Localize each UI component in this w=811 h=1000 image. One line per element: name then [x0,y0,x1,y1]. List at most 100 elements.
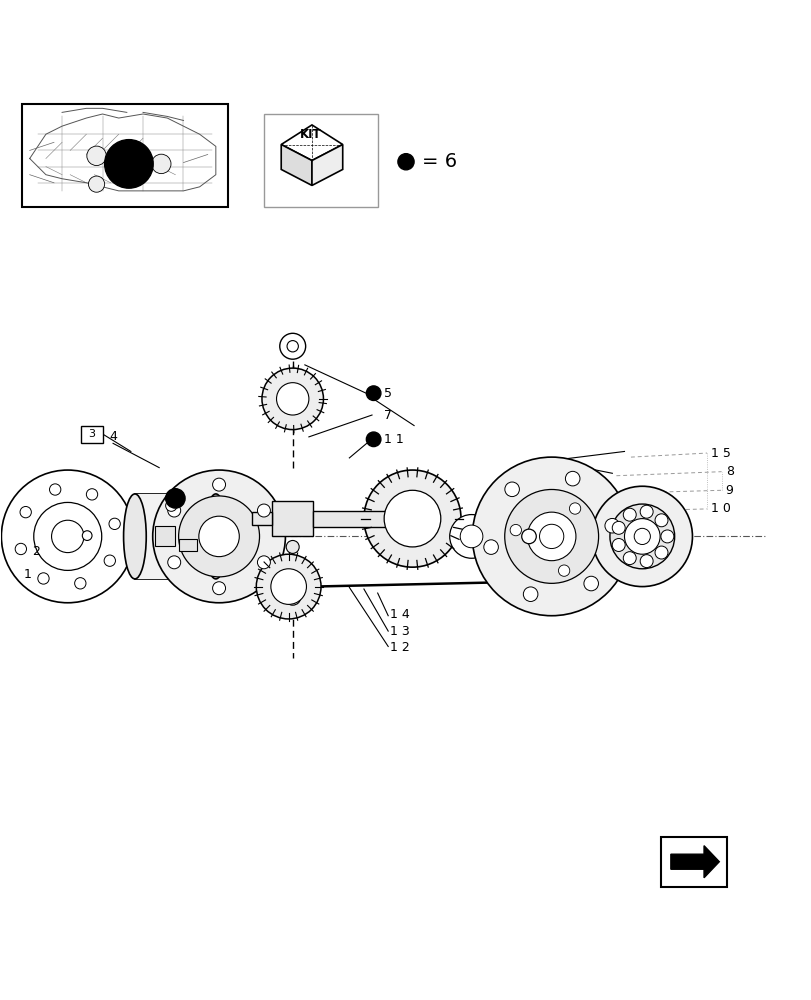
Circle shape [286,540,298,553]
Circle shape [34,502,101,570]
Circle shape [366,432,380,447]
Circle shape [87,146,106,166]
Circle shape [262,368,323,430]
Circle shape [152,470,285,603]
Circle shape [460,525,483,548]
Circle shape [51,520,84,553]
Text: 4: 4 [109,430,117,443]
Text: KIT: KIT [300,128,322,141]
Circle shape [609,504,674,569]
Circle shape [366,386,380,400]
Circle shape [20,506,32,518]
Circle shape [624,519,659,554]
Circle shape [504,489,598,583]
Text: 9: 9 [725,484,732,497]
Circle shape [86,489,97,500]
Circle shape [654,514,667,527]
Polygon shape [311,145,342,185]
Circle shape [623,508,636,521]
Circle shape [152,154,171,174]
Circle shape [523,587,537,601]
Bar [285,561,299,597]
Circle shape [509,524,521,536]
Circle shape [178,496,260,577]
Circle shape [285,589,300,605]
Circle shape [75,578,86,589]
Bar [179,539,197,551]
Circle shape [472,457,630,616]
Circle shape [257,556,270,569]
Circle shape [168,556,181,569]
Text: 1 1: 1 1 [384,433,403,446]
Bar [264,114,377,207]
Polygon shape [281,145,311,185]
Circle shape [660,530,673,543]
Bar [252,512,272,525]
Circle shape [199,516,239,557]
Text: 1 2: 1 2 [389,641,409,654]
Bar [135,494,216,579]
Circle shape [168,504,181,517]
Circle shape [256,554,320,619]
Ellipse shape [204,494,227,579]
Circle shape [212,478,225,491]
Text: 5: 5 [384,387,392,400]
Circle shape [558,565,569,576]
Circle shape [363,470,461,567]
Circle shape [105,140,153,188]
Circle shape [569,503,580,514]
Circle shape [583,576,598,591]
Circle shape [611,539,624,551]
Text: 3: 3 [88,429,96,439]
Circle shape [521,529,535,544]
Text: 1 4: 1 4 [389,608,409,621]
Bar [22,104,228,207]
Circle shape [15,543,27,555]
Circle shape [165,489,185,508]
Bar [660,837,727,887]
Circle shape [449,515,493,558]
Circle shape [165,500,177,511]
Circle shape [564,471,579,486]
Circle shape [49,484,61,495]
Text: 1 0: 1 0 [710,502,730,515]
Circle shape [104,555,115,566]
Text: = 6: = 6 [422,152,457,171]
Circle shape [654,546,667,559]
Circle shape [483,540,498,554]
Circle shape [287,341,298,352]
Circle shape [212,582,225,595]
Circle shape [526,512,575,561]
Circle shape [639,505,652,518]
Circle shape [88,176,105,192]
Circle shape [38,573,49,584]
Text: 1 3: 1 3 [389,625,409,638]
Ellipse shape [123,494,146,579]
Bar [312,511,401,527]
Circle shape [257,504,270,517]
Circle shape [384,490,440,547]
Polygon shape [670,846,719,878]
Circle shape [280,333,305,359]
Circle shape [539,524,563,549]
Text: 7: 7 [384,409,392,422]
Text: 1 5: 1 5 [710,447,730,460]
Text: 2: 2 [32,545,40,558]
Circle shape [271,569,306,604]
Text: 1: 1 [24,568,32,581]
Circle shape [2,470,134,603]
Bar [155,526,175,546]
Circle shape [633,528,650,545]
Circle shape [604,518,619,533]
Circle shape [82,531,92,540]
Bar [272,501,312,536]
Bar [80,426,103,443]
Circle shape [591,486,692,587]
Circle shape [639,555,652,568]
Circle shape [397,154,414,170]
Text: 8: 8 [725,465,733,478]
Circle shape [277,383,308,415]
Circle shape [109,518,120,530]
Circle shape [611,521,624,534]
Polygon shape [281,125,342,161]
